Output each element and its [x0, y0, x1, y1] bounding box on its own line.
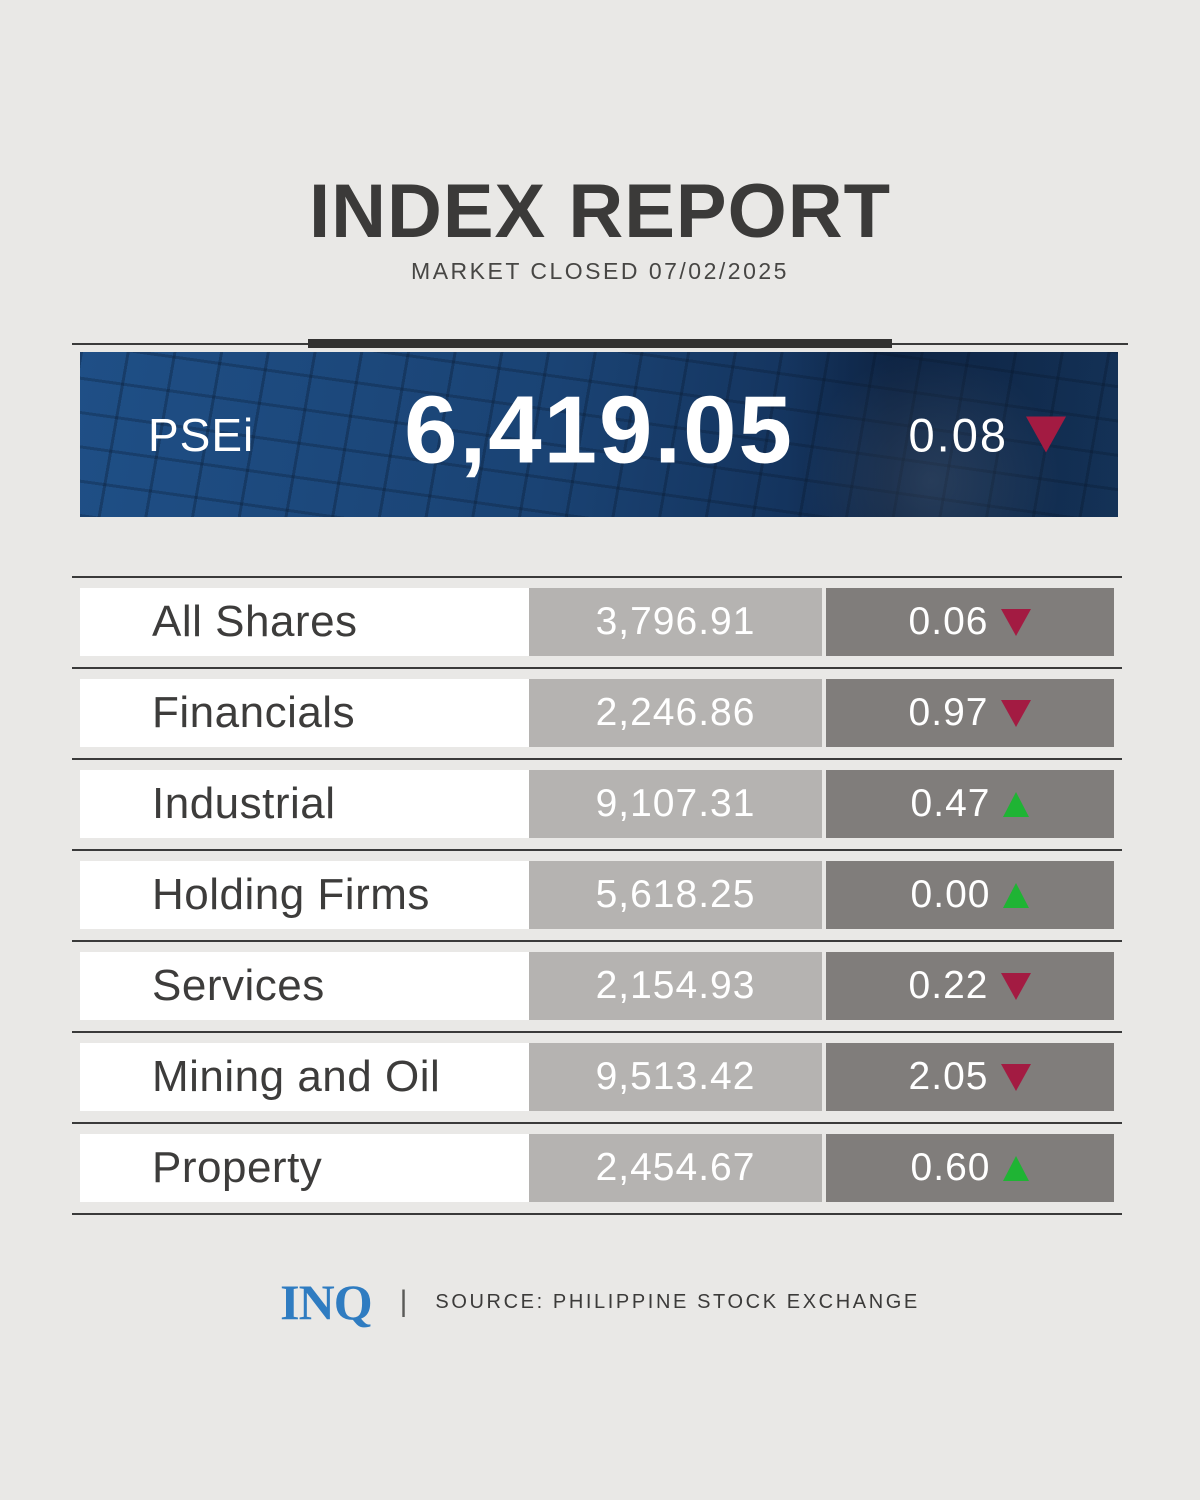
index-change-value: 0.22: [908, 964, 989, 1007]
index-table: All Shares 3,796.91 0.06 Financials 2,24…: [72, 576, 1122, 1215]
row-divider: [72, 1031, 1122, 1033]
index-value: 2,246.86: [529, 679, 822, 747]
index-value: 9,513.42: [529, 1043, 822, 1111]
psei-label: PSEi: [148, 408, 255, 461]
psei-banner: PSEi 6,419.05 0.08: [80, 352, 1118, 517]
index-value: 2,454.67: [529, 1134, 822, 1202]
index-name: Financials: [80, 679, 529, 747]
index-change: 0.22: [826, 952, 1114, 1020]
index-value: 2,154.93: [529, 952, 822, 1020]
index-name: Property: [80, 1134, 529, 1202]
row-divider: [72, 667, 1122, 669]
index-change: 0.00: [826, 861, 1114, 929]
table-row: Industrial 9,107.31 0.47: [80, 770, 1114, 838]
index-change-value: 0.60: [910, 1146, 991, 1189]
table-row: Property 2,454.67 0.60: [80, 1134, 1114, 1202]
row-divider: [72, 1213, 1122, 1215]
change-direction-icon: [1003, 791, 1030, 817]
index-name: Mining and Oil: [80, 1043, 529, 1111]
index-name: Industrial: [80, 770, 529, 838]
row-divider: [72, 1122, 1122, 1124]
page-title: INDEX REPORT: [308, 169, 892, 254]
index-change: 0.06: [826, 588, 1114, 656]
row-divider: [72, 758, 1122, 760]
table-row: All Shares 3,796.91 0.06: [80, 588, 1114, 656]
market-status-subtitle: MARKET CLOSED 07/02/2025: [411, 258, 789, 284]
psei-change: 0.08: [909, 407, 1066, 462]
index-change-value: 0.97: [908, 691, 989, 734]
change-direction-icon: [1001, 972, 1032, 1000]
index-change: 0.97: [826, 679, 1114, 747]
index-value: 3,796.91: [529, 588, 822, 656]
index-change: 2.05: [826, 1043, 1114, 1111]
index-change: 0.47: [826, 770, 1114, 838]
index-name: All Shares: [80, 588, 529, 656]
index-change-value: 0.47: [910, 782, 991, 825]
table-row: Financials 2,246.86 0.97: [80, 679, 1114, 747]
footer-separator: |: [399, 1285, 408, 1318]
psei-change-value: 0.08: [908, 408, 1008, 461]
index-value: 5,618.25: [529, 861, 822, 929]
table-row: Holding Firms 5,618.25 0.00: [80, 861, 1114, 929]
inquirer-logo: INQ: [280, 1274, 372, 1330]
change-direction-icon: [1001, 608, 1032, 636]
index-change: 0.60: [826, 1134, 1114, 1202]
row-divider: [72, 940, 1122, 942]
index-change-value: 2.05: [908, 1055, 989, 1098]
divider-accent-bar: [308, 339, 892, 348]
table-row: Mining and Oil 9,513.42 2.05: [80, 1043, 1114, 1111]
footer: INQ | SOURCE: PHILIPPINE STOCK EXCHANGE: [0, 1272, 1200, 1332]
table-row: Services 2,154.93 0.22: [80, 952, 1114, 1020]
psei-change-direction-icon: [1026, 416, 1066, 453]
source-attribution: SOURCE: PHILIPPINE STOCK EXCHANGE: [435, 1290, 920, 1313]
index-name: Services: [80, 952, 529, 1020]
index-value: 9,107.31: [529, 770, 822, 838]
psei-value: 6,419.05: [404, 376, 794, 484]
change-direction-icon: [1003, 882, 1030, 908]
change-direction-icon: [1001, 1063, 1032, 1091]
index-change-value: 0.06: [908, 600, 989, 643]
index-name: Holding Firms: [80, 861, 529, 929]
row-divider: [72, 849, 1122, 851]
change-direction-icon: [1001, 699, 1032, 727]
change-direction-icon: [1003, 1155, 1030, 1181]
row-divider: [72, 576, 1122, 578]
index-change-value: 0.00: [910, 873, 991, 916]
